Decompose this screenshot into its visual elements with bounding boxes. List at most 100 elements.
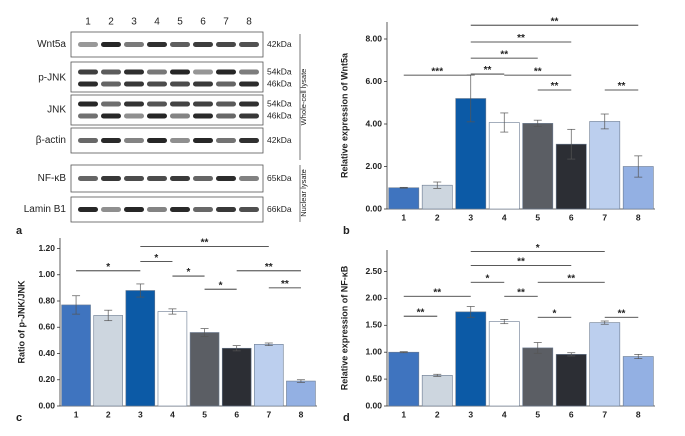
y-tick-label: 6.00 — [365, 76, 382, 86]
significance-label: * — [486, 273, 490, 284]
x-tick-label: 2 — [106, 409, 111, 419]
significance-label: ** — [417, 307, 425, 318]
group-label: Whole-cell lysate — [299, 69, 308, 126]
y-tick-label: 1.50 — [365, 320, 382, 330]
y-tick-label: 4.00 — [365, 118, 382, 128]
row-label: β-actin — [36, 135, 66, 146]
band — [101, 42, 121, 47]
x-tick-label: 5 — [535, 409, 540, 419]
bar — [421, 184, 453, 210]
significance-label: * — [219, 280, 223, 291]
band — [78, 81, 98, 87]
lane-label: 8 — [246, 17, 252, 28]
band — [101, 81, 121, 87]
band — [193, 69, 213, 75]
row-label: NF-κB — [38, 173, 67, 184]
x-tick-label: 7 — [266, 409, 271, 419]
significance-label: ** — [281, 279, 289, 290]
significance-label: ** — [265, 262, 273, 273]
band — [101, 69, 121, 75]
band — [78, 138, 98, 143]
y-axis-label: Ratio of p-JNK/JNK — [16, 280, 26, 364]
significance-label: ** — [201, 238, 209, 249]
band — [147, 69, 167, 75]
x-tick-label: 2 — [435, 409, 440, 419]
significance-label: ** — [618, 308, 626, 319]
significance-label: ** — [551, 16, 559, 27]
y-tick-label: 0.00 — [365, 203, 382, 213]
y-tick-label: 2.00 — [365, 161, 382, 171]
x-tick-label: 3 — [468, 212, 473, 222]
x-tick-label: 4 — [502, 212, 507, 222]
blot-frame — [70, 61, 264, 93]
band — [239, 176, 259, 181]
band — [216, 176, 236, 181]
lane-label: 5 — [177, 17, 183, 28]
x-tick-label: 4 — [502, 409, 507, 419]
bar — [157, 311, 188, 407]
row-label: Lamin B1 — [24, 204, 67, 215]
band — [101, 101, 121, 107]
bar — [589, 121, 621, 210]
bar — [622, 356, 654, 407]
x-tick-label: 8 — [299, 409, 304, 419]
y-tick-label: 1.00 — [365, 346, 382, 356]
band — [78, 113, 98, 119]
x-tick-label: 6 — [569, 409, 574, 419]
significance-label: * — [154, 253, 158, 264]
band — [147, 138, 167, 143]
panel-label: c — [16, 412, 22, 424]
significance-label: * — [106, 262, 110, 273]
y-tick-label: 0.50 — [365, 373, 382, 383]
y-tick-label: 1.20 — [38, 243, 55, 253]
size-label: 65kDa — [267, 173, 292, 183]
band — [124, 113, 144, 119]
band — [239, 81, 259, 87]
bar — [286, 380, 316, 407]
band — [170, 207, 190, 212]
panel-label: b — [343, 225, 350, 237]
lane-label: 4 — [154, 17, 160, 28]
panel-label: a — [16, 225, 23, 237]
band — [124, 69, 144, 75]
band — [170, 176, 190, 181]
y-tick-label: 0.00 — [38, 400, 55, 410]
bar — [189, 332, 220, 407]
significance-label: ** — [551, 81, 559, 92]
size-label: 66kDa — [267, 204, 292, 214]
size-label: 46kDa — [267, 110, 292, 120]
significance-label: ** — [517, 257, 525, 268]
y-tick-label: 8.00 — [365, 33, 382, 43]
band — [78, 207, 98, 212]
band — [101, 113, 121, 119]
band — [239, 207, 259, 212]
band — [124, 176, 144, 181]
band — [216, 81, 236, 87]
size-label: 54kDa — [267, 98, 292, 108]
significance-label: ** — [534, 66, 542, 77]
band — [193, 138, 213, 143]
significance-label: ** — [500, 49, 508, 60]
band — [239, 101, 259, 107]
significance-label: * — [553, 308, 557, 319]
band — [216, 42, 236, 47]
size-label: 42kDa — [267, 39, 292, 49]
band — [170, 81, 190, 87]
significance-label: * — [187, 267, 191, 278]
band — [170, 101, 190, 107]
x-tick-label: 4 — [170, 409, 175, 419]
band — [239, 113, 259, 119]
x-tick-label: 8 — [636, 212, 641, 222]
band — [216, 69, 236, 75]
lane-label: 7 — [223, 17, 229, 28]
band — [147, 101, 167, 107]
band — [147, 113, 167, 119]
x-tick-label: 3 — [468, 409, 473, 419]
band — [170, 69, 190, 75]
bar — [61, 304, 91, 407]
bar — [93, 315, 123, 407]
y-axis-label: Relative expression of Wnt5a — [339, 52, 349, 178]
bar — [125, 290, 156, 407]
significance-label: ** — [618, 81, 626, 92]
x-tick-label: 6 — [234, 409, 239, 419]
